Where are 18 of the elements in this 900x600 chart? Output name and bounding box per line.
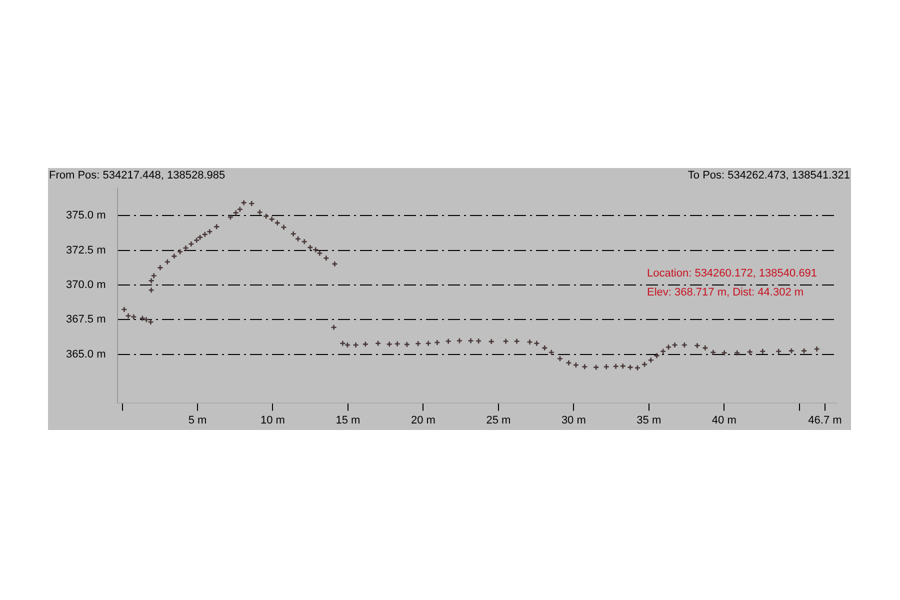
x-tick-label: 20 m (410, 414, 436, 426)
y-tick-label: 372.5 m (66, 244, 106, 256)
x-tick-label: 10 m (260, 414, 285, 426)
annotation: Elev: 368.717 m, Dist: 44.302 m (647, 286, 804, 299)
annotation: Location: 534260.172, 138540.691 (647, 268, 818, 280)
y-tick-label: 367.5 m (66, 314, 106, 326)
x-tick-label: 40 m (712, 414, 736, 426)
x-tick-label: 35 m (636, 414, 662, 426)
text: From Pos: 534217.448, 138528.985 (49, 170, 226, 182)
x-tick-label: 25 m (486, 414, 511, 426)
x-tick-label: 15 m (336, 414, 360, 426)
x-tick-label: 5 m (188, 414, 207, 426)
text: To Pos: 534262.473, 138541.321 (688, 170, 850, 182)
y-tick-label: 375.0 m (66, 210, 106, 222)
y-tick-label: 365.0 m (66, 348, 106, 360)
x-tick-label: 46.7 m (808, 414, 842, 426)
y-tick-label: 370.0 m (66, 279, 106, 292)
x-tick-label: 30 m (561, 414, 586, 426)
